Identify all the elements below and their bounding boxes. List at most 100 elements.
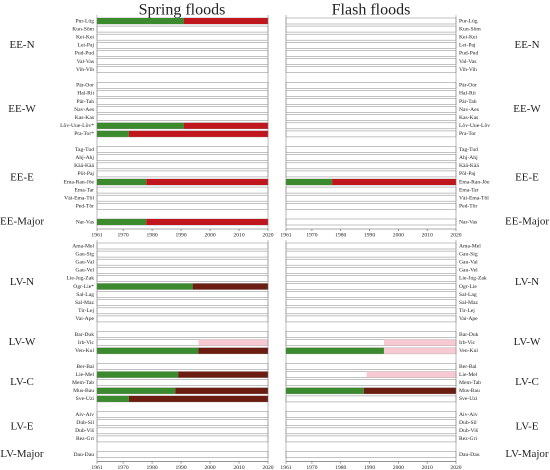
row-bar <box>285 154 457 161</box>
station-label: Ped-Tõr <box>76 204 94 210</box>
station-label: Vih-Vih <box>459 67 477 73</box>
station-label: Vai-Ape <box>459 316 478 322</box>
row-bar <box>96 250 269 258</box>
row-bar <box>96 331 269 338</box>
row-bar <box>96 299 269 307</box>
segment <box>97 395 129 402</box>
station-label: Bar-Duk <box>75 332 95 338</box>
station-label: Sve-Uzi <box>76 396 95 402</box>
row-bar <box>285 114 457 121</box>
x-tick-label: 1980 <box>146 465 157 470</box>
segment <box>97 179 147 185</box>
station-label: Ped-Tõr <box>459 204 477 210</box>
row-bar <box>285 242 457 250</box>
region-label: LV-C <box>10 376 34 388</box>
region-label: LV-E <box>10 420 33 432</box>
x-tick-label: 1990 <box>364 232 375 238</box>
row-bar <box>96 194 269 202</box>
station-label: Sal-Lag <box>459 292 477 298</box>
panel-title: Flash floods <box>332 2 411 19</box>
row-bar <box>285 395 457 403</box>
station-label: Ahj-Ahj <box>75 155 94 161</box>
row-bar <box>285 50 457 57</box>
row-bar <box>96 25 269 33</box>
x-tick-label: 2000 <box>393 465 404 470</box>
row-bar <box>285 98 457 105</box>
segment <box>198 347 268 354</box>
x-tick-label: 1990 <box>175 232 186 238</box>
x-tick-label: 1970 <box>306 232 317 238</box>
station-label: Sve-Uzi <box>459 396 478 402</box>
row-bar <box>285 146 457 153</box>
segment <box>366 371 456 378</box>
station-label: Pär-Tah <box>76 99 94 105</box>
row-bar <box>96 58 269 65</box>
row-bar <box>285 275 457 282</box>
region-label: LV-N <box>10 276 34 288</box>
x-tick-label: 2000 <box>204 465 215 470</box>
row-bar <box>96 114 269 121</box>
row-bar <box>96 154 269 161</box>
row-bar <box>96 451 269 458</box>
segment <box>332 179 456 185</box>
region-label: EE-N <box>514 39 539 51</box>
region-label: EE-N <box>9 39 34 51</box>
station-label: Ber-Bal <box>459 364 477 370</box>
row-bar <box>285 419 457 427</box>
station-label: Rez-Gri <box>459 436 477 442</box>
station-label: Nav-Aes <box>74 107 94 113</box>
row-bar <box>96 50 269 57</box>
row-bar <box>285 170 457 178</box>
region-label: LV-C <box>515 376 539 388</box>
station-label: Lie-Mel <box>76 372 95 378</box>
station-label: Lei-Paj <box>459 43 476 49</box>
segment <box>146 219 268 225</box>
segment <box>383 339 456 346</box>
row-bar <box>96 41 269 49</box>
row-bar <box>96 275 269 282</box>
x-tick-label: 2020 <box>450 465 461 470</box>
row-bar <box>96 419 269 427</box>
region-label: LV-Major <box>0 448 44 460</box>
row-bar <box>285 122 457 130</box>
station-label: Kun-Sõm <box>72 26 94 32</box>
row-bar <box>96 307 269 315</box>
station-label: Bar-Duk <box>459 332 479 338</box>
station-label: Tag-Tud <box>459 147 478 153</box>
region-label: EE-E <box>515 171 539 183</box>
station-label: Mem-Tab <box>72 380 94 386</box>
region-label: LV-E <box>515 420 538 432</box>
row-bar <box>285 315 457 323</box>
station-label: Kää-Kää <box>459 163 479 169</box>
station-label: Pud-Pud <box>459 51 478 57</box>
x-tick-label: 2000 <box>393 232 404 238</box>
row-bar <box>285 411 457 418</box>
station-label: Kei-Kei <box>459 34 477 40</box>
station-label: Dau-Dau <box>73 452 94 458</box>
station-label: Mus-Bau <box>459 388 480 394</box>
x-tick-label: 1961 <box>91 232 102 238</box>
x-tick-label: 2010 <box>422 465 433 470</box>
x-tick-label: 1990 <box>175 465 186 470</box>
x-tick-label: 1980 <box>146 232 157 238</box>
station-label: Irb-Vic <box>78 340 95 346</box>
x-tick-label: 1961 <box>280 465 291 470</box>
region-label: EE-W <box>8 103 36 115</box>
station-label: Gau-Sig <box>75 251 94 257</box>
x-tick-label: 2000 <box>204 232 215 238</box>
x-tick-label: 1961 <box>280 232 291 238</box>
station-label: Pär-Oor <box>76 83 94 89</box>
station-label: Väi-Ema-Tõl <box>64 195 94 201</box>
station-label: Sal-Maz <box>75 300 94 306</box>
x-tick-label: 1970 <box>306 465 317 470</box>
station-label: Nav-Aes <box>459 107 479 113</box>
station-label: Lei-Paj <box>78 43 95 49</box>
station-label: Sal-Lag <box>76 292 94 298</box>
station-label: Ven-Kul <box>75 348 94 354</box>
row-bar <box>285 299 457 307</box>
segment <box>97 122 184 129</box>
station-label: Pra-Tor* <box>74 131 94 137</box>
station-label: Lõv-Uue-Lõv* <box>60 123 94 129</box>
station-label: Tir-Lej <box>78 308 94 314</box>
segment <box>128 130 268 137</box>
